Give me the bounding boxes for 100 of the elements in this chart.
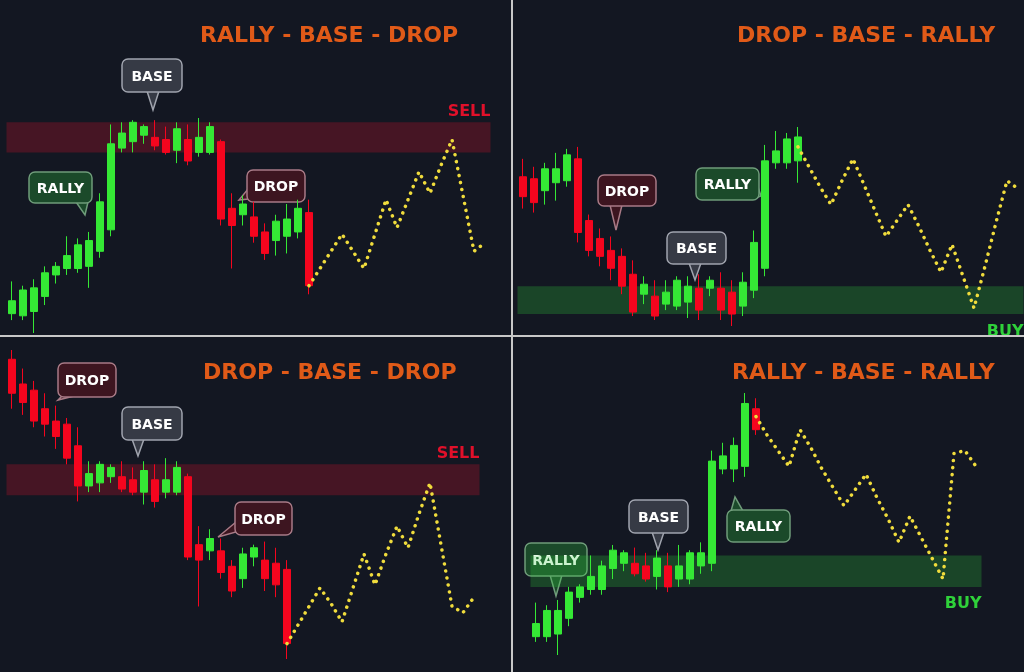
candlestick bbox=[162, 126, 170, 156]
candlestick bbox=[565, 586, 573, 627]
candlestick bbox=[184, 473, 192, 561]
candlestick bbox=[96, 460, 104, 493]
annotation: RALLY bbox=[703, 176, 753, 192]
candlestick bbox=[673, 275, 681, 311]
candlestick bbox=[684, 275, 692, 319]
candlestick bbox=[129, 119, 137, 153]
annotation: RALLY bbox=[532, 551, 581, 568]
band-label: SELL bbox=[436, 442, 480, 462]
candlestick bbox=[283, 559, 291, 660]
candlestick bbox=[19, 368, 27, 416]
speech-bubble: RALLY bbox=[694, 166, 763, 202]
candlestick bbox=[30, 278, 38, 334]
candlestick bbox=[585, 214, 593, 257]
annotation: RALLY bbox=[734, 518, 784, 534]
candlestick bbox=[261, 541, 269, 592]
candlestick bbox=[629, 259, 637, 317]
band-label: BUY bbox=[944, 593, 982, 613]
candlestick bbox=[294, 199, 302, 239]
candlestick bbox=[675, 544, 683, 588]
chart-title: RALLY - BASE - RALLY bbox=[732, 358, 996, 384]
candlestick bbox=[107, 123, 115, 237]
candlestick bbox=[151, 119, 159, 151]
candlestick bbox=[118, 460, 126, 493]
candlestick bbox=[272, 547, 280, 598]
candlestick bbox=[52, 405, 60, 450]
candlestick bbox=[85, 460, 93, 493]
candlestick bbox=[552, 152, 560, 202]
candlestick bbox=[41, 265, 49, 306]
candlestick bbox=[640, 275, 648, 305]
band-label: BUY bbox=[986, 320, 1024, 340]
candlestick bbox=[228, 559, 236, 598]
candlestick bbox=[283, 203, 291, 254]
candlestick bbox=[618, 247, 626, 295]
annotation: BASE bbox=[675, 240, 718, 256]
candlestick bbox=[708, 450, 716, 572]
candlestick bbox=[305, 199, 313, 295]
candlestick bbox=[596, 227, 604, 267]
candlestick bbox=[642, 552, 650, 583]
candlestick bbox=[30, 380, 38, 428]
candlestick bbox=[74, 237, 82, 274]
candlestick bbox=[662, 279, 670, 311]
candlestick bbox=[651, 279, 659, 321]
candlestick bbox=[706, 275, 714, 297]
candlestick bbox=[195, 525, 203, 607]
candlestick bbox=[541, 162, 549, 206]
candlestick bbox=[74, 426, 82, 502]
candlestick bbox=[250, 544, 258, 567]
chart-title: DROP - BASE - RALLY bbox=[737, 21, 997, 47]
chart-title: RALLY - BASE - DROP bbox=[200, 21, 459, 47]
candlestick bbox=[653, 549, 661, 590]
annotation: RALLY bbox=[36, 179, 86, 196]
candlestick bbox=[206, 121, 214, 156]
candlestick bbox=[697, 541, 705, 575]
candlestick bbox=[63, 235, 71, 276]
annotation: BASE bbox=[131, 415, 173, 432]
candlestick bbox=[598, 560, 606, 596]
candlestick bbox=[41, 392, 49, 438]
annotation: DROP bbox=[604, 182, 650, 199]
candlestick bbox=[730, 437, 738, 483]
candlestick bbox=[664, 552, 672, 593]
candlestick bbox=[162, 457, 170, 499]
candlestick bbox=[129, 466, 137, 496]
candlestick bbox=[717, 271, 725, 321]
candlestick bbox=[8, 349, 16, 410]
candlestick bbox=[52, 261, 60, 285]
annotation: BASE bbox=[637, 508, 680, 525]
annotation: DROP bbox=[241, 510, 286, 527]
candlestick bbox=[576, 583, 584, 604]
candlestick bbox=[151, 463, 159, 509]
candlestick bbox=[173, 121, 181, 164]
candlestick bbox=[686, 549, 694, 585]
candlestick bbox=[752, 397, 760, 436]
annotation: DROP bbox=[253, 178, 299, 194]
candlestick bbox=[631, 547, 639, 577]
candlestick bbox=[239, 547, 247, 589]
candlestick bbox=[750, 229, 758, 299]
candlestick bbox=[794, 126, 802, 184]
candlestick bbox=[195, 117, 203, 158]
candlestick bbox=[250, 201, 258, 244]
candlestick bbox=[532, 602, 540, 643]
candlestick bbox=[63, 417, 71, 465]
candlestick bbox=[217, 139, 225, 226]
candlestick bbox=[741, 392, 749, 478]
candlestick bbox=[261, 222, 269, 261]
candlestick bbox=[272, 214, 280, 257]
candlestick bbox=[19, 285, 27, 321]
candlestick bbox=[695, 273, 703, 321]
candlestick bbox=[96, 192, 104, 259]
candlestick bbox=[620, 549, 628, 572]
candlestick bbox=[107, 463, 115, 484]
candlestick bbox=[173, 460, 181, 496]
candlestick bbox=[728, 279, 736, 327]
candlestick bbox=[574, 146, 582, 243]
band-label: SELL bbox=[447, 100, 491, 120]
candlestick bbox=[228, 192, 236, 269]
candlestick bbox=[772, 130, 780, 170]
candlestick bbox=[184, 123, 192, 166]
candlestick bbox=[118, 121, 126, 153]
